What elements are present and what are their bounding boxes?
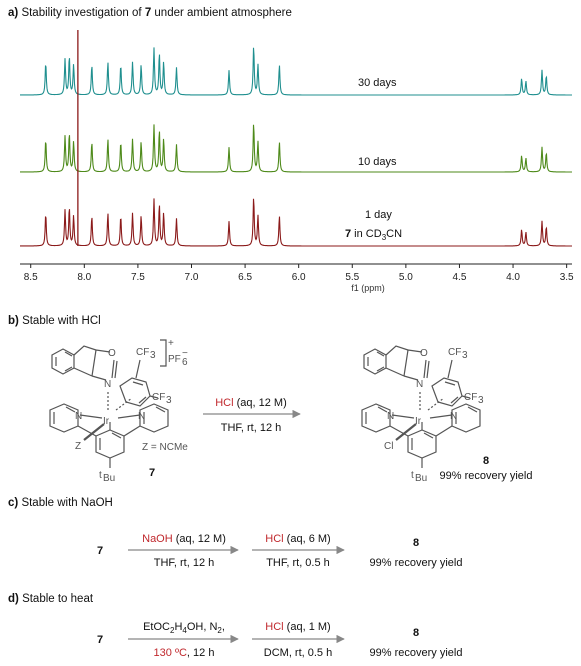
svg-text:Bu: Bu [103,473,115,484]
spectrum-10-days [20,124,572,173]
svg-text:N: N [75,411,82,422]
arrow-d1-reagent: EtOC2H4OH, N2, [143,621,225,635]
section-c-title: c) Stable with NaOH [8,497,113,509]
x-axis-ticks: 8.5 8.0 7.5 7.0 6.5 6.0 5.5 5.0 4.5 4.0 3.5 [24,264,574,283]
x-tick-label: 3.5 [560,272,574,283]
svg-text:t: t [411,470,414,481]
c-product-compound: 8 [413,537,419,549]
svg-text:3: 3 [478,395,484,406]
svg-text:7: 7 [149,467,155,479]
x-tick-label: 6.0 [292,272,306,283]
svg-text:PF: PF [168,354,181,365]
arrow-c2-reagent: HCl (aq, 6 M) [265,533,330,545]
x-tick-label: 7.0 [185,272,199,283]
x-tick-label: 8.5 [24,272,38,283]
spectrum-label-30-days: 30 days [358,77,397,89]
svg-text:Ir: Ir [103,416,110,427]
x-tick-label: 8.0 [77,272,91,283]
svg-text:N: N [387,411,394,422]
svg-text:6: 6 [182,357,188,368]
svg-text:N: N [450,411,457,422]
nmr-spectra [20,30,572,247]
complex-8-atoms: O N CF 3 CF 3 Ir N N Cl t Bu [384,347,484,484]
arrow-d2-conditions: DCM, rt, 0.5 h [264,647,332,659]
section-a-title: a) Stability investigation of 7 under am… [8,7,292,19]
svg-text:CF: CF [152,392,165,403]
c-recovery: 99% recovery yield [370,557,463,569]
product-8-recovery: 99% recovery yield [440,470,533,482]
svg-text:CF: CF [448,347,461,358]
svg-text:Bu: Bu [415,473,427,484]
product-8-label: 8 [483,455,489,467]
svg-text:+: + [168,338,174,349]
svg-text:Cl: Cl [384,441,393,452]
c-start-compound: 7 [97,545,103,557]
x-axis-label: f1 (ppm) [351,283,385,293]
spectrum-label-1-day: 1 day [365,209,392,221]
svg-text:N: N [416,379,423,390]
svg-text:CF: CF [136,347,149,358]
complex-8-structure [361,345,481,468]
x-tick-label: 7.5 [131,272,145,283]
arrow-c1-reagent: NaOH (aq, 12 M) [142,533,226,545]
arrow-b-reagent: HCl (aq, 12 M) [215,397,287,409]
spectrum-label-10-days: 10 days [358,156,397,168]
svg-text:Z = NCMe: Z = NCMe [142,442,188,453]
svg-text:N: N [138,411,145,422]
arrow-c2-conditions: THF, rt, 0.5 h [266,557,330,569]
sample-label: 7 in CD3CN [345,228,402,242]
svg-text:−: − [182,348,188,359]
svg-text:3: 3 [462,350,468,361]
x-tick-label: 4.5 [453,272,467,283]
x-tick-label: 4.0 [506,272,520,283]
complex-7-structure [49,339,169,468]
arrow-b-conditions: THF, rt, 12 h [221,422,282,434]
arrow-d2-reagent: HCl (aq, 1 M) [265,621,330,633]
svg-text:O: O [420,348,428,359]
d-product-compound: 8 [413,627,419,639]
svg-text:N: N [104,379,111,390]
svg-text:3: 3 [150,350,156,361]
svg-text:3: 3 [166,395,172,406]
arrow-d1-conditions: 130 ºC, 12 h [154,647,215,659]
section-b-title: b) Stable with HCl [8,315,101,327]
svg-text:O: O [108,348,116,359]
svg-text:t: t [99,470,102,481]
d-start-compound: 7 [97,634,103,646]
complex-7-atoms: O N CF 3 CF 3 + PF 6 − Ir N N Z Z = NCMe… [75,338,188,484]
arrow-c1-conditions: THF, rt, 12 h [154,557,215,569]
section-d-title: d) Stable to heat [8,593,94,605]
spectrum-30-days [20,47,572,96]
spectrum-1-day [20,198,572,247]
svg-text:Ir: Ir [415,416,422,427]
x-tick-label: 5.0 [399,272,413,283]
d-recovery: 99% recovery yield [370,647,463,659]
svg-text:Z: Z [75,441,81,452]
x-tick-label: 6.5 [238,272,252,283]
x-tick-label: 5.5 [345,272,359,283]
svg-text:CF: CF [464,392,477,403]
